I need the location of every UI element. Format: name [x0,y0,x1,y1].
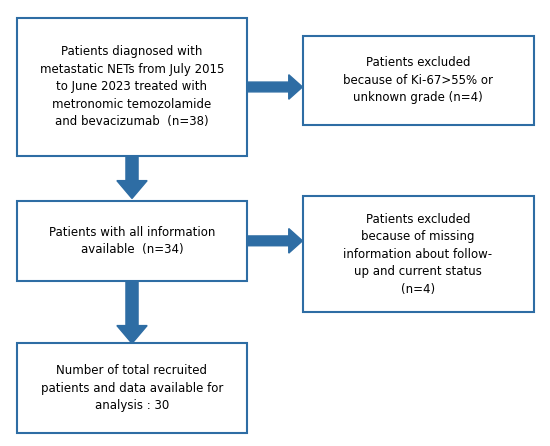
FancyBboxPatch shape [302,196,534,312]
Text: Patients with all information
available  (n=34): Patients with all information available … [49,226,215,256]
FancyArrow shape [117,156,147,198]
FancyArrow shape [248,228,302,253]
Text: Number of total recruited
patients and data available for
analysis : 30: Number of total recruited patients and d… [41,364,223,412]
FancyBboxPatch shape [16,18,248,156]
FancyBboxPatch shape [16,201,248,281]
FancyArrow shape [248,74,302,99]
FancyBboxPatch shape [302,36,534,125]
Text: Patients diagnosed with
metastatic NETs from July 2015
to June 2023 treated with: Patients diagnosed with metastatic NETs … [40,45,224,128]
Text: Patients excluded
because of Ki-67>55% or
unknown grade (n=4): Patients excluded because of Ki-67>55% o… [343,56,493,104]
Text: Patients excluded
because of missing
information about follow-
up and current st: Patients excluded because of missing inf… [343,213,493,296]
FancyBboxPatch shape [16,343,248,433]
FancyArrow shape [117,281,147,343]
